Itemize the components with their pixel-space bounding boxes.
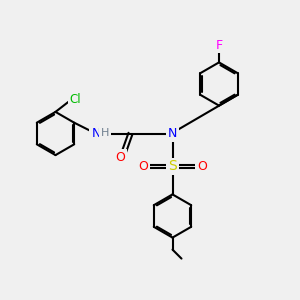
Text: O: O (138, 160, 148, 173)
Text: H: H (101, 128, 110, 139)
Text: N: N (91, 127, 100, 140)
Text: O: O (197, 160, 207, 173)
Text: H: H (97, 128, 104, 139)
Text: N: N (92, 127, 101, 140)
Text: Cl: Cl (69, 92, 81, 106)
Text: N: N (168, 127, 177, 140)
Text: O: O (116, 151, 125, 164)
Text: S: S (168, 160, 177, 173)
Text: F: F (215, 39, 223, 52)
